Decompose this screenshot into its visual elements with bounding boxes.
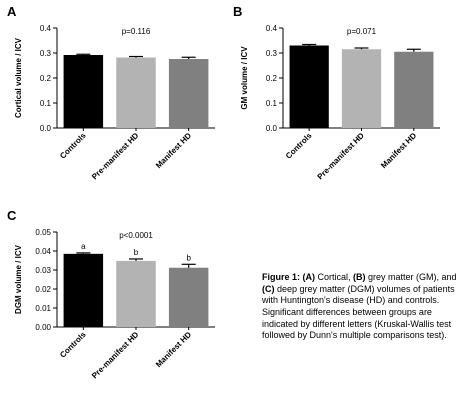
bar-label: b (134, 248, 139, 257)
y-tick-label: 0.3 (40, 49, 52, 58)
bar (341, 49, 382, 128)
y-tick-label: 0.2 (40, 74, 52, 83)
y-tick-label: 0.0 (266, 124, 278, 133)
caption-segment: Cortical, (315, 272, 354, 282)
x-tick-label: Manifest HD (154, 131, 193, 170)
y-tick-label: 0.1 (266, 99, 278, 108)
caption-segment: deep grey matter (DGM) volumes of patien… (262, 283, 455, 341)
bar (168, 267, 209, 327)
y-axis-label: GM volume / ICV (240, 46, 249, 110)
bar-label: b (186, 253, 191, 262)
y-tick-label: 0.03 (35, 266, 51, 275)
bar (63, 253, 104, 327)
bar-label: a (81, 242, 86, 251)
y-tick-label: 0.02 (35, 285, 51, 294)
caption: Figure 1: (A) Cortical, (B) grey matter … (262, 272, 467, 342)
caption-segment: Figure 1: (A) (262, 272, 315, 282)
x-tick-label: Controls (284, 131, 314, 161)
x-tick-label: Manifest HD (379, 131, 418, 170)
bar (394, 51, 434, 128)
y-tick-label: 0.2 (266, 74, 278, 83)
x-tick-label: Pre-manifest HD (90, 330, 141, 381)
x-tick-label: Manifest HD (154, 330, 193, 369)
annotation: p=0.071 (347, 27, 377, 36)
panel-label: C (7, 208, 17, 223)
y-tick-label: 0.05 (35, 228, 51, 237)
y-tick-label: 0.4 (40, 24, 52, 33)
caption-segment: (B) (353, 272, 366, 282)
panel-label: A (7, 4, 17, 19)
y-tick-label: 0.01 (35, 304, 51, 313)
y-tick-label: 0.1 (40, 99, 52, 108)
bar (116, 260, 156, 327)
y-tick-label: 0.3 (266, 49, 278, 58)
caption-segment: (C) (262, 283, 275, 294)
y-tick-label: 0.0 (40, 124, 52, 133)
bar (168, 59, 209, 128)
y-axis-label: DGM volume / ICV (14, 244, 23, 314)
y-tick-label: 0.4 (266, 24, 278, 33)
bar (289, 45, 329, 128)
x-tick-label: Controls (58, 131, 88, 161)
x-tick-label: Pre-manifest HD (90, 131, 141, 182)
annotation: p=0.116 (122, 27, 151, 36)
y-tick-label: 0.04 (35, 247, 51, 256)
bar (116, 57, 156, 128)
annotation: p<0.0001 (119, 231, 153, 240)
y-tick-label: 0.00 (35, 323, 51, 332)
caption-segment: grey matter (GM), and (365, 272, 457, 282)
x-tick-label: Controls (58, 330, 88, 360)
y-axis-label: Cortical volume / ICV (14, 37, 23, 118)
bar (63, 55, 104, 128)
x-tick-label: Pre-manifest HD (316, 131, 367, 182)
panel-label: B (233, 4, 242, 19)
